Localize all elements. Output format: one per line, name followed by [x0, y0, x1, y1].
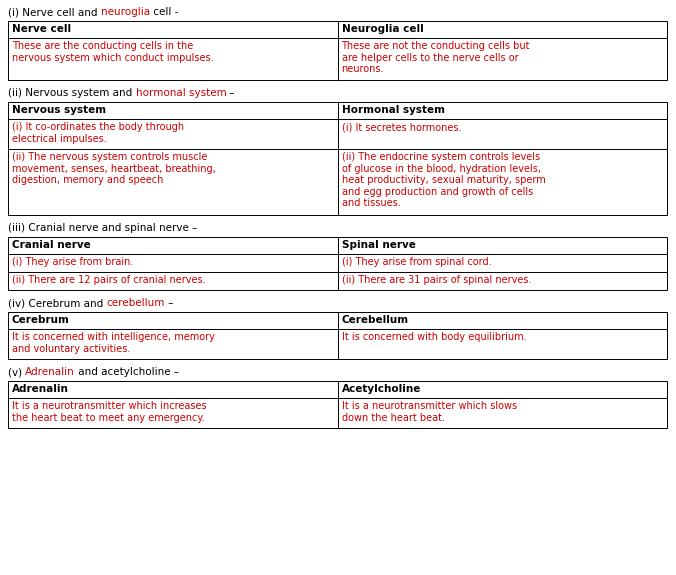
Bar [8, 312, 667, 359]
Text: neuroglia: neuroglia [101, 7, 150, 17]
Text: Hormonal system: Hormonal system [341, 105, 445, 115]
Text: Nervous system: Nervous system [12, 105, 106, 115]
Text: These are not the conducting cells but
are helper cells to the nerve cells or
ne: These are not the conducting cells but a… [341, 41, 530, 74]
Text: (ii) There are 31 pairs of spinal nerves.: (ii) There are 31 pairs of spinal nerves… [341, 275, 531, 285]
Text: (iv) Cerebrum and: (iv) Cerebrum and [8, 298, 107, 308]
Bar [8, 21, 667, 80]
Text: (i) They arise from brain.: (i) They arise from brain. [12, 257, 133, 267]
Text: Cerebrum: Cerebrum [12, 315, 70, 325]
Text: (ii) The nervous system controls muscle
movement, senses, heartbeat, breathing,
: (ii) The nervous system controls muscle … [12, 152, 216, 185]
Text: These are the conducting cells in the
nervous system which conduct impulses.: These are the conducting cells in the ne… [12, 41, 214, 63]
Text: Adrenalin: Adrenalin [12, 384, 69, 394]
Text: (iii) Cranial nerve and spinal nerve –: (iii) Cranial nerve and spinal nerve – [8, 223, 197, 233]
Bar [8, 381, 667, 428]
Text: (i) It secretes hormones.: (i) It secretes hormones. [341, 122, 461, 132]
Bar [8, 237, 667, 290]
Text: It is concerned with intelligence, memory
and voluntary activities.: It is concerned with intelligence, memor… [12, 332, 215, 354]
Text: cell -: cell - [150, 7, 178, 17]
Text: It is concerned with body equilibrium.: It is concerned with body equilibrium. [341, 332, 526, 342]
Text: Neuroglia cell: Neuroglia cell [341, 24, 423, 34]
Text: Adrenalin: Adrenalin [26, 367, 75, 377]
Text: (ii) There are 12 pairs of cranial nerves.: (ii) There are 12 pairs of cranial nerve… [12, 275, 206, 285]
Text: (i) They arise from spinal cord.: (i) They arise from spinal cord. [341, 257, 491, 267]
Text: Cerebellum: Cerebellum [341, 315, 408, 325]
Text: Nerve cell: Nerve cell [12, 24, 71, 34]
Bar [8, 102, 667, 215]
Text: It is a neurotransmitter which increases
the heart beat to meet any emergency.: It is a neurotransmitter which increases… [12, 401, 207, 423]
Text: It is a neurotransmitter which slows
down the heart beat.: It is a neurotransmitter which slows dow… [341, 401, 516, 423]
Text: –: – [165, 298, 173, 308]
Text: cerebellum: cerebellum [107, 298, 165, 308]
Text: (i) Nerve cell and: (i) Nerve cell and [8, 7, 101, 17]
Text: (i) It co-ordinates the body through
electrical impulses.: (i) It co-ordinates the body through ele… [12, 122, 184, 144]
Text: and acetylcholine –: and acetylcholine – [75, 367, 179, 377]
Text: (v): (v) [8, 367, 26, 377]
Text: Cranial nerve: Cranial nerve [12, 240, 91, 250]
Text: hormonal system: hormonal system [135, 88, 226, 98]
Text: (ii) The endocrine system controls levels
of glucose in the blood, hydration lev: (ii) The endocrine system controls level… [341, 152, 546, 208]
Text: –: – [226, 88, 235, 98]
Text: Spinal nerve: Spinal nerve [341, 240, 415, 250]
Text: Acetylcholine: Acetylcholine [341, 384, 421, 394]
Text: (ii) Nervous system and: (ii) Nervous system and [8, 88, 135, 98]
